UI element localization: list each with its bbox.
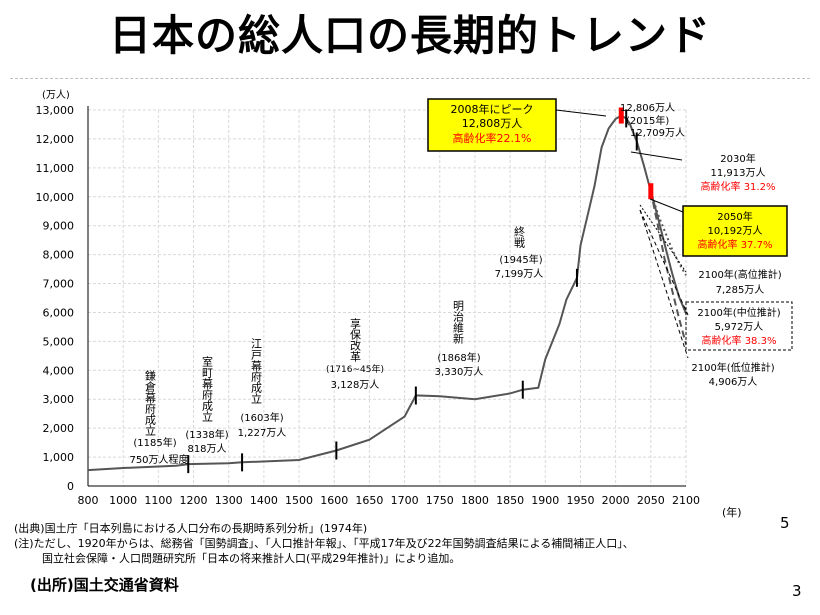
source-credit: (出所)国土交通省資料 [30,576,179,594]
y-tick-label: 10,000 [36,191,75,204]
muromachi-label: 室町幕府成立 [201,355,214,422]
x-tick-label: 2100 [672,494,700,507]
y2050-callout-box [682,205,788,257]
leader-low [639,209,689,359]
x-tick-label: 2000 [602,494,630,507]
series-line-solid [87,114,687,472]
y-tick-label: 5,000 [43,335,75,348]
x-tick-label: 1600 [320,494,348,507]
leader-high [639,204,687,273]
mid-callout-box [685,301,793,351]
y-tick-label: 8,000 [43,249,75,262]
y-tick-label: 4,000 [43,364,75,377]
low-label: 2100年(低位推計) [691,361,774,374]
kamakura-year: (1185年) [133,436,176,449]
y2050-aging: 高齢化率 37.7% [698,238,773,251]
x-tick-label: 1900 [531,494,559,507]
y2015-value: 12,806万人 [620,102,675,114]
muromachi-value: 818万人 [187,443,226,455]
highlight-marker [648,183,654,200]
edo-year: (1603年) [240,411,283,424]
war-end-value: 7,199万人 [495,268,544,280]
x-tick-label: 1800 [461,494,489,507]
edo-label: 江戸幕府成立 [250,338,263,404]
peak-title: 2008年にピーク [451,102,534,116]
edo-value: 1,227万人 [238,427,287,439]
war-end-label: 終戦 [513,225,526,249]
y-tick-label: 13,000 [36,104,75,117]
high-label: 2100年(高位推計) [698,268,781,281]
x-tick-label: 1100 [144,494,172,507]
y-tick-label: 7,000 [43,278,75,291]
kyoho-year: (1716~45年) [326,363,384,375]
y2050-value: 10,192万人 [708,225,763,237]
series-line-dashed [649,190,687,345]
y2030-aging: 高齢化率 31.2% [701,180,776,193]
y2030-value: 11,913万人 [711,167,766,179]
low-value: 4,906万人 [709,376,758,388]
slide-number: 3 [792,582,802,600]
x-tick-label: 2050 [637,494,665,507]
highlight-marker [618,107,624,124]
y-tick-label: 3,000 [43,393,75,406]
mid-aging: 高齢化率 38.3% [702,334,777,347]
series-layer [87,114,687,472]
y-tick-label: 6,000 [43,306,75,319]
y-tick-label: 1,000 [43,451,75,464]
kamakura-value: 750万人程度 [129,453,188,466]
leader-peak [555,109,607,117]
inner-slide-number: 5 [780,514,790,532]
x-tick-label: 1750 [426,494,454,507]
x-tick-label: 1850 [496,494,524,507]
x-tick-label: 1200 [180,494,208,507]
x-tick-label: 1650 [355,494,383,507]
leader-mid [639,209,689,316]
grid-layer [88,109,687,486]
meiji-value: 3,330万人 [435,366,484,378]
leader-2050 [649,198,684,213]
war-end-year: (1945年) [499,253,542,266]
meiji-label: 明治維新 [452,300,465,344]
y-tick-label: 9,000 [43,220,75,233]
x-tick-label: 1300 [215,494,243,507]
peak-value: 12,808万人 [462,117,523,130]
x-axis-label: (年) [722,505,742,519]
y-axis-label: (万人) [42,89,70,101]
page-title: 日本の総人口の長期的トレンド [108,11,711,60]
x-tick-label: 1500 [285,494,313,507]
meiji-year: (1868年) [437,351,480,364]
y2015-year: (2015年) [626,114,669,127]
y-tick-label: 0 [67,480,74,493]
leader-lines [555,109,689,359]
x-tick-label: 1400 [250,494,278,507]
y2015-value-2: 12,709万人 [630,127,685,139]
y2050-year: 2050年 [717,210,752,223]
peak-callout-box [427,98,557,152]
y-tick-label: 11,000 [36,162,75,175]
y2030-year: 2030年 [720,152,755,165]
kamakura-label: 鎌倉幕府成立 [144,369,157,436]
mid-value: 5,972万人 [715,321,764,333]
peak-aging: 高齢化率22.1% [453,131,532,145]
leader-2030 [630,151,683,161]
footnote-note-1: (注)ただし、1920年からは、総務省「国勢調査」、「人口推計年報」、「平成17… [14,537,634,550]
high-value: 7,285万人 [716,284,765,296]
header-divider [10,78,810,79]
footnote-note-2: 国立社会保障・人口問題研究所「日本の将来推計人口(平成29年推計)」により追加。 [42,552,461,565]
x-tick-label: 800 [78,494,99,507]
marker-layer [187,107,654,474]
x-tick-label: 1700 [391,494,419,507]
axis-layer: 0 1,000 2,000 3,000 4,000 5,000 6,000 7,000 8,00… [36,89,742,519]
x-tick-label: 1000 [109,494,137,507]
kyoho-label: 享保改革 [349,317,362,362]
y-tick-label: 12,000 [36,133,75,146]
kyoho-value: 3,128万人 [331,379,380,391]
footnote-source: (出典)国土庁「日本列島における人口分布の長期時系列分析」(1974年) [14,522,368,535]
muromachi-year: (1338年) [185,428,228,441]
mid-label: 2100年(中位推計) [697,306,780,319]
y-tick-label: 2,000 [43,422,75,435]
x-tick-label: 1950 [566,494,594,507]
